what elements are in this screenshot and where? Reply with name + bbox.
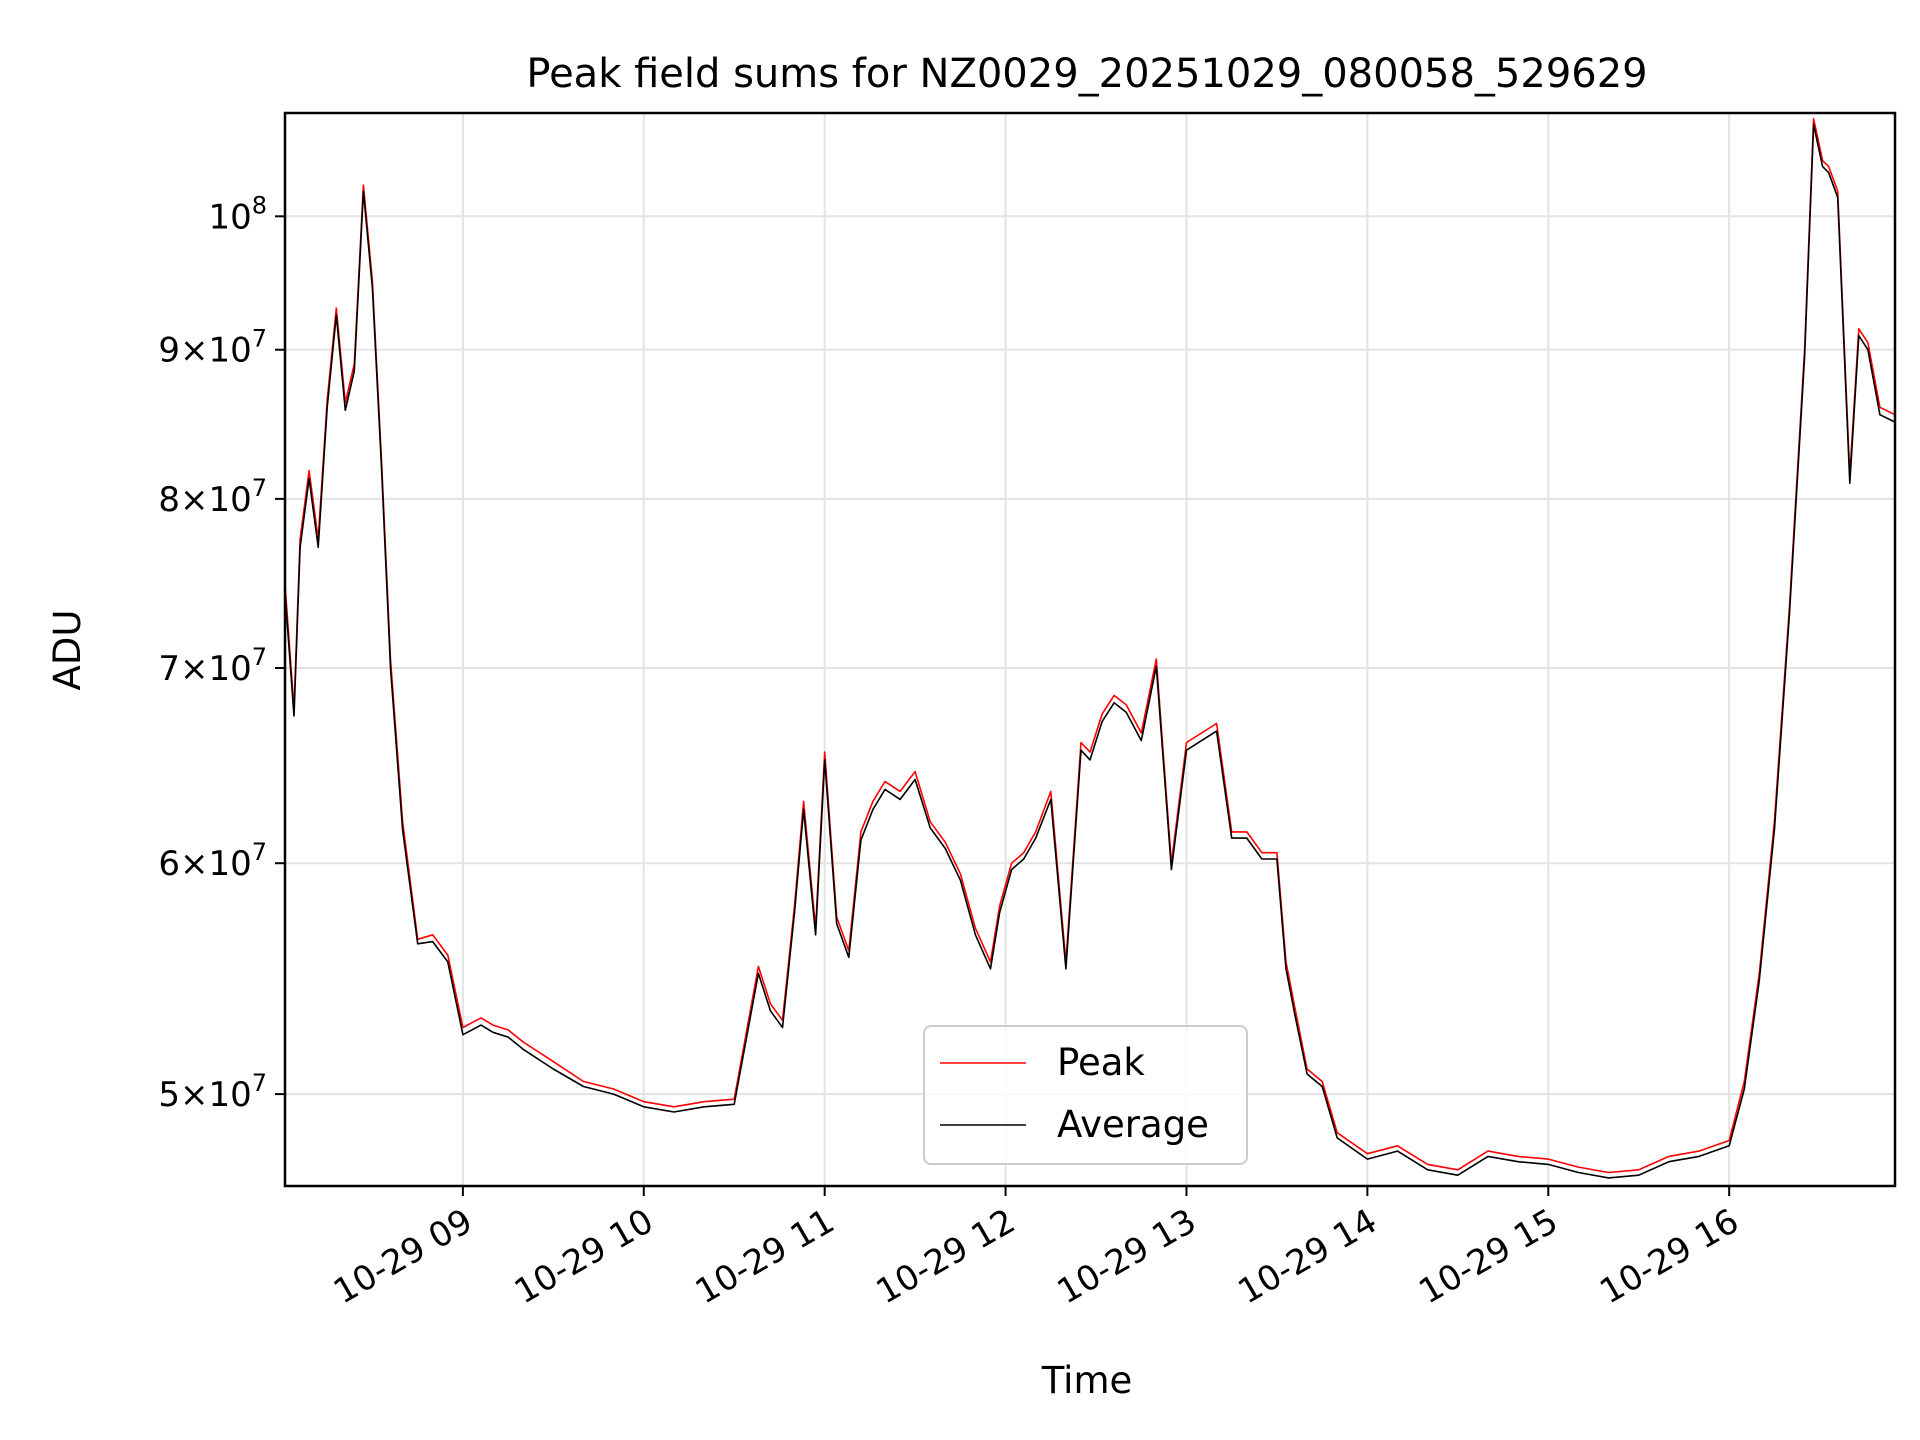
series-line-peak bbox=[284, 118, 1896, 1174]
y-axis-ticks: 5×107 6×107 7×107 8×107 9×107 108 bbox=[158, 191, 285, 1115]
series-line-average bbox=[284, 123, 1896, 1179]
plot-frame bbox=[283, 111, 1897, 1188]
y-tick-label: 7×107 bbox=[158, 643, 267, 689]
y-tick-label: 5×107 bbox=[158, 1069, 267, 1115]
y-tick-label: 9×107 bbox=[158, 325, 267, 371]
legend-box bbox=[923, 1025, 1248, 1165]
series-lines bbox=[284, 118, 1896, 1179]
legend-label-average: Average bbox=[1057, 1103, 1209, 1146]
gridlines bbox=[285, 113, 1895, 1186]
x-axis-label: Time bbox=[1041, 1359, 1133, 1402]
legend-label-peak: Peak bbox=[1057, 1041, 1145, 1084]
legend: Peak Average bbox=[923, 1025, 1248, 1165]
y-tick-label: 6×107 bbox=[158, 838, 267, 884]
y-tick-label: 8×107 bbox=[158, 474, 267, 520]
y-tick-label: 108 bbox=[208, 191, 267, 237]
y-axis-label: ADU bbox=[46, 610, 89, 691]
chart-title: Peak field sums for NZ0029_20251029_0800… bbox=[526, 51, 1647, 97]
